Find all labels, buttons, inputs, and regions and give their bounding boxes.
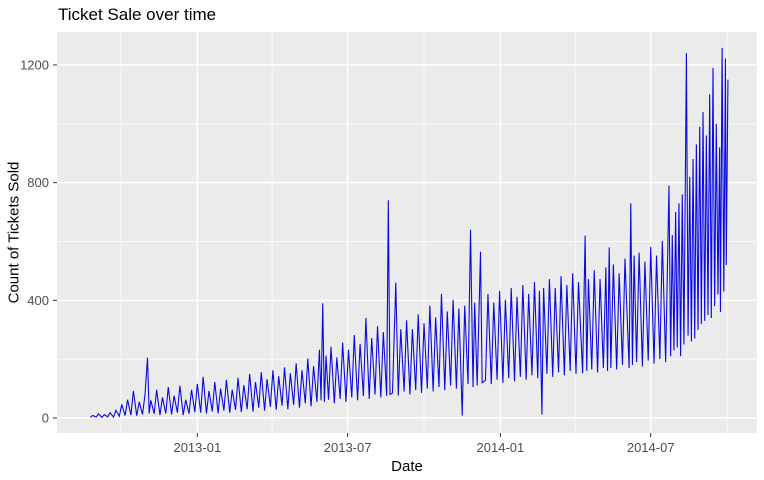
- chart-title: Ticket Sale over time: [58, 5, 217, 24]
- x-axis-title: Date: [391, 458, 423, 475]
- y-tick-label: 800: [27, 175, 49, 190]
- y-tick-label: 1200: [20, 57, 49, 72]
- series-line: [89, 47, 729, 419]
- plot-panel: [57, 32, 757, 433]
- x-tick-label: 2014-01: [477, 440, 525, 455]
- y-tick-label: 400: [27, 293, 49, 308]
- y-tick-label: 0: [42, 410, 49, 425]
- x-tick-label: 2014-07: [627, 440, 675, 455]
- x-tick-label: 2013-01: [173, 440, 221, 455]
- x-tick-label: 2013-07: [324, 440, 372, 455]
